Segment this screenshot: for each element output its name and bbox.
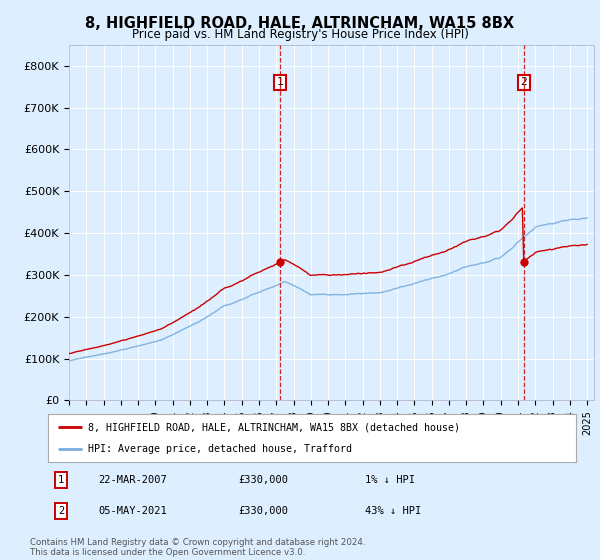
Text: 22-MAR-2007: 22-MAR-2007 — [98, 475, 167, 484]
Text: 8, HIGHFIELD ROAD, HALE, ALTRINCHAM, WA15 8BX: 8, HIGHFIELD ROAD, HALE, ALTRINCHAM, WA1… — [85, 16, 515, 31]
Text: Price paid vs. HM Land Registry's House Price Index (HPI): Price paid vs. HM Land Registry's House … — [131, 28, 469, 41]
Text: 2: 2 — [58, 506, 64, 516]
Text: £330,000: £330,000 — [238, 506, 288, 516]
Text: HPI: Average price, detached house, Trafford: HPI: Average price, detached house, Traf… — [88, 444, 352, 454]
Text: 1% ↓ HPI: 1% ↓ HPI — [365, 475, 415, 484]
Text: 1: 1 — [58, 475, 64, 484]
Text: 2: 2 — [521, 77, 527, 87]
Text: 8, HIGHFIELD ROAD, HALE, ALTRINCHAM, WA15 8BX (detached house): 8, HIGHFIELD ROAD, HALE, ALTRINCHAM, WA1… — [88, 422, 460, 432]
Text: Contains HM Land Registry data © Crown copyright and database right 2024.
This d: Contains HM Land Registry data © Crown c… — [30, 538, 365, 557]
Text: £330,000: £330,000 — [238, 475, 288, 484]
Text: 43% ↓ HPI: 43% ↓ HPI — [365, 506, 421, 516]
Text: 1: 1 — [277, 77, 283, 87]
Text: 05-MAY-2021: 05-MAY-2021 — [98, 506, 167, 516]
